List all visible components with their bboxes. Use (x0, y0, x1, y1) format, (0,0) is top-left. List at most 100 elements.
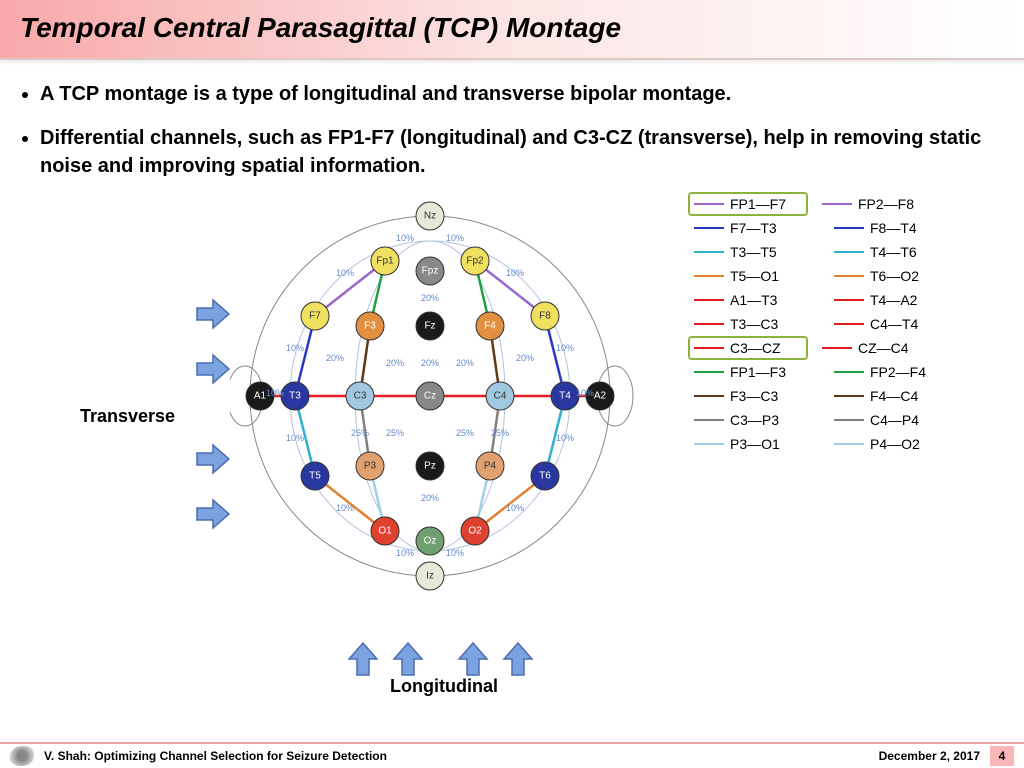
longitudinal-arrow-icon (345, 641, 381, 682)
svg-text:10%: 10% (506, 503, 524, 513)
legend-label: FP2—F4 (870, 364, 926, 380)
legend-color-swatch (834, 371, 864, 373)
svg-text:Nz: Nz (424, 211, 436, 222)
legend-color-swatch (694, 443, 724, 445)
legend-row: F3—C3 F4—C4 (694, 388, 974, 404)
legend-label: F8—T4 (870, 220, 917, 236)
legend-color-swatch (694, 275, 724, 277)
legend-item: A1—T3 (694, 292, 814, 308)
legend-color-swatch (834, 299, 864, 301)
legend-item: T4—A2 (834, 292, 954, 308)
legend-item: T5—O1 (694, 268, 814, 284)
legend-color-swatch (834, 251, 864, 253)
legend-color-swatch (834, 419, 864, 421)
svg-text:A1: A1 (254, 391, 267, 402)
svg-text:Pz: Pz (424, 461, 436, 472)
svg-text:C4: C4 (494, 391, 507, 402)
legend-row: T5—O1 T6—O2 (694, 268, 974, 284)
svg-text:Fp1: Fp1 (376, 256, 394, 267)
legend-label: F7—T3 (730, 220, 777, 236)
diagram-area: Transverse Longitudinal NzFpzFp1Fp2F7F8F… (40, 196, 984, 716)
legend-color-swatch (822, 347, 852, 349)
svg-text:F7: F7 (309, 311, 321, 322)
svg-text:P4: P4 (484, 461, 497, 472)
eeg-montage-diagram: NzFpzFp1Fp2F7F8F3F4FzA1A2T3T4C3C4CzT5T6P… (230, 196, 650, 616)
legend-item: P4—O2 (834, 436, 954, 452)
svg-text:25%: 25% (351, 428, 369, 438)
transverse-label: Transverse (80, 406, 175, 427)
svg-text:10%: 10% (286, 343, 304, 353)
svg-text:P3: P3 (364, 461, 377, 472)
svg-text:F3: F3 (364, 321, 376, 332)
svg-text:20%: 20% (421, 293, 439, 303)
legend-item: FP2—F4 (834, 364, 954, 380)
legend-label: A1—T3 (730, 292, 777, 308)
legend-color-swatch (834, 323, 864, 325)
legend-color-swatch (694, 347, 724, 349)
legend-color-swatch (694, 299, 724, 301)
legend-item: T3—T5 (694, 244, 814, 260)
svg-text:Fp2: Fp2 (466, 256, 484, 267)
svg-text:O1: O1 (378, 526, 392, 537)
longitudinal-arrow-icon (455, 641, 491, 682)
longitudinal-arrow-icon (390, 641, 426, 682)
legend-label: CZ—C4 (858, 340, 909, 356)
legend-item: T3—C3 (694, 316, 814, 332)
legend-label: C4—P4 (870, 412, 919, 428)
svg-text:10%: 10% (446, 233, 464, 243)
legend-item: T6—O2 (834, 268, 954, 284)
svg-text:O2: O2 (468, 526, 482, 537)
legend-label: C4—T4 (870, 316, 918, 332)
svg-text:F4: F4 (484, 321, 496, 332)
svg-text:10%: 10% (336, 268, 354, 278)
legend-label: T5—O1 (730, 268, 779, 284)
legend-label: C3—P3 (730, 412, 779, 428)
legend-label: P4—O2 (870, 436, 920, 452)
legend-color-swatch (694, 395, 724, 397)
slide-header: Temporal Central Parasagittal (TCP) Mont… (0, 0, 1024, 60)
svg-text:20%: 20% (421, 358, 439, 368)
legend-label: T4—A2 (870, 292, 917, 308)
legend-item: FP2—F8 (822, 196, 942, 212)
longitudinal-arrow-icon (500, 641, 536, 682)
legend-color-swatch (694, 419, 724, 421)
legend-color-swatch (834, 227, 864, 229)
legend-label: F4—C4 (870, 388, 918, 404)
legend-item: CZ—C4 (822, 340, 942, 356)
legend-label: P3—O1 (730, 436, 780, 452)
svg-text:25%: 25% (456, 428, 474, 438)
legend-item: F8—T4 (834, 220, 954, 236)
svg-text:25%: 25% (386, 428, 404, 438)
legend-item: C4—P4 (834, 412, 954, 428)
legend-color-swatch (822, 203, 852, 205)
footer-title: V. Shah: Optimizing Channel Selection fo… (44, 749, 879, 763)
svg-text:10%: 10% (396, 548, 414, 558)
svg-text:10%: 10% (336, 503, 354, 513)
legend-color-swatch (834, 275, 864, 277)
svg-text:10%: 10% (286, 433, 304, 443)
legend-item: C3—CZ (688, 336, 808, 360)
svg-text:10%: 10% (396, 233, 414, 243)
legend-item: F4—C4 (834, 388, 954, 404)
footer-date: December 2, 2017 (879, 749, 980, 763)
legend-row: T3—C3 C4—T4 (694, 316, 974, 332)
legend-label: C3—CZ (730, 340, 781, 356)
legend-color-swatch (694, 323, 724, 325)
svg-text:10%: 10% (266, 388, 284, 398)
legend-color-swatch (834, 443, 864, 445)
svg-text:T4: T4 (559, 391, 571, 402)
svg-text:20%: 20% (516, 353, 534, 363)
legend-row: FP1—F7FP2—F8 (694, 196, 974, 212)
svg-text:20%: 20% (386, 358, 404, 368)
legend-item: P3—O1 (694, 436, 814, 452)
legend-label: T3—C3 (730, 316, 778, 332)
legend-color-swatch (694, 203, 724, 205)
svg-text:20%: 20% (326, 353, 344, 363)
legend-item: F3—C3 (694, 388, 814, 404)
svg-text:25%: 25% (491, 428, 509, 438)
legend-color-swatch (834, 395, 864, 397)
svg-text:A2: A2 (594, 391, 607, 402)
legend-row: C3—CZ CZ—C4 (694, 340, 974, 356)
legend-row: P3—O1 P4—O2 (694, 436, 974, 452)
bullet-item: A TCP montage is a type of longitudinal … (40, 80, 984, 108)
